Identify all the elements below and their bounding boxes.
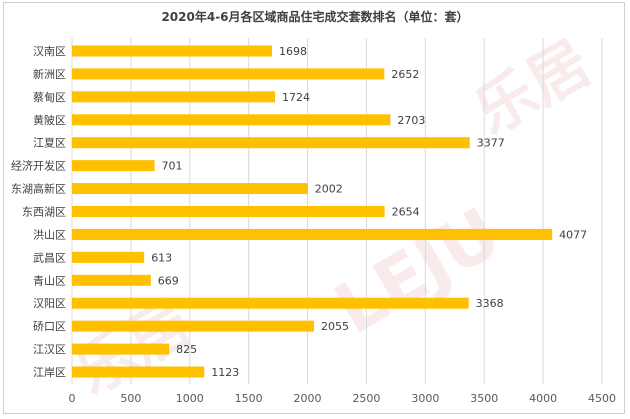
x-tick-label: 1500 — [235, 392, 263, 405]
data-label: 825 — [176, 343, 197, 356]
data-label: 3368 — [476, 297, 504, 310]
category-label: 经济开发区 — [11, 159, 66, 173]
category-label: 蔡甸区 — [33, 91, 66, 104]
category-label: 汉南区 — [33, 45, 66, 58]
category-label: 汉阳区 — [33, 297, 66, 310]
category-label: 洪山区 — [33, 227, 66, 241]
category-label: 江汉区 — [33, 343, 66, 356]
data-label: 1724 — [282, 91, 310, 104]
data-label: 1123 — [211, 366, 239, 379]
x-tick-label: 500 — [120, 392, 141, 405]
x-tick-label: 3500 — [470, 392, 498, 405]
data-label: 2652 — [391, 68, 419, 81]
category-label: 青山区 — [33, 274, 66, 287]
data-label: 2703 — [397, 114, 425, 127]
bar — [72, 91, 276, 103]
data-label: 3377 — [477, 137, 505, 150]
bar — [72, 114, 391, 126]
category-label: 东西湖区 — [22, 206, 66, 219]
category-label: 东湖高新区 — [11, 182, 66, 196]
x-tick-label: 4000 — [529, 392, 557, 405]
x-tick-label: 2000 — [294, 392, 322, 405]
category-label: 硚口区 — [33, 320, 66, 333]
category-label: 新洲区 — [33, 67, 66, 81]
bar — [72, 137, 470, 149]
category-label: 江夏区 — [33, 137, 66, 150]
data-label: 669 — [158, 274, 179, 287]
bar — [72, 343, 170, 355]
data-label: 1698 — [279, 45, 307, 58]
bar — [72, 251, 145, 263]
x-tick-label: 3000 — [411, 392, 439, 405]
x-tick-label: 0 — [69, 392, 76, 405]
category-label: 江岸区 — [33, 366, 66, 379]
bar — [72, 183, 308, 195]
bar — [72, 274, 151, 286]
bar — [72, 206, 385, 217]
bar — [72, 160, 155, 172]
data-label: 4077 — [559, 228, 587, 241]
bar — [72, 320, 315, 332]
bar — [72, 366, 205, 378]
bar — [72, 228, 553, 240]
data-label: 2055 — [321, 320, 349, 333]
bar — [72, 68, 385, 80]
category-label: 黄陂区 — [33, 113, 66, 127]
x-tick-label: 1000 — [176, 392, 204, 405]
chart-title: 2020年4-6月各区域商品住宅成交套数排名（单位：套） — [161, 10, 469, 24]
bar — [72, 297, 469, 309]
data-label: 2654 — [392, 206, 420, 219]
x-tick-label: 4500 — [588, 392, 616, 405]
data-label: 2002 — [315, 183, 343, 196]
category-label: 武昌区 — [33, 251, 66, 264]
data-label: 613 — [151, 251, 172, 264]
data-label: 701 — [162, 160, 183, 173]
bar — [72, 45, 272, 57]
x-tick-label: 2500 — [352, 392, 380, 405]
